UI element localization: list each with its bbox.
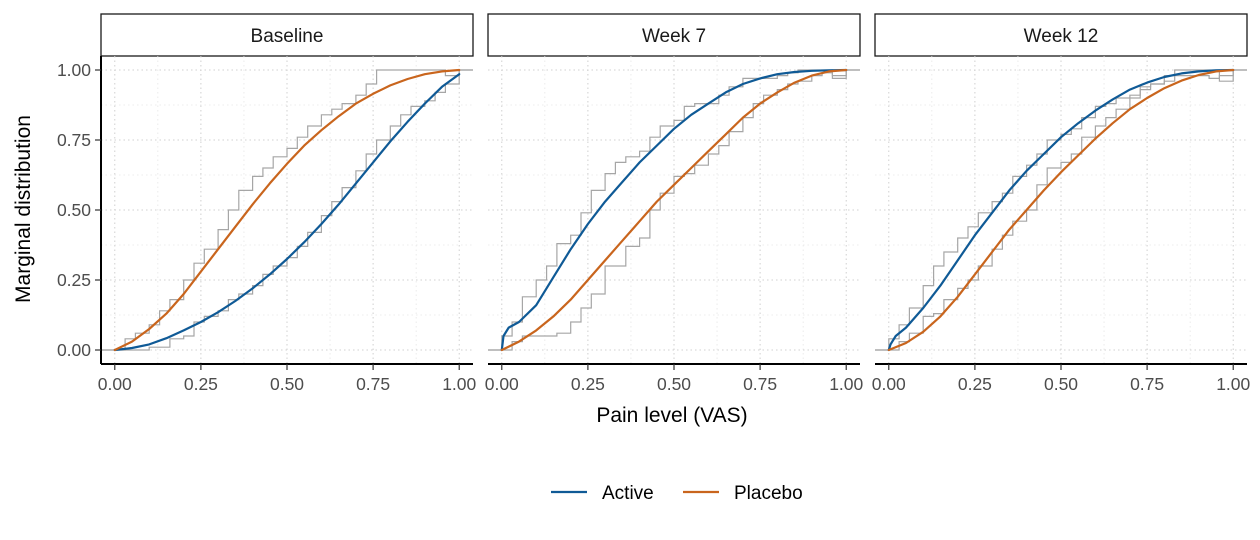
x-tick-label: 0.50 xyxy=(1044,374,1078,394)
facet-strip xyxy=(100,13,474,57)
x-tick-label: 0.00 xyxy=(485,374,519,394)
y-tick-label: 0.50 xyxy=(57,200,91,220)
x-tick-label: 0.50 xyxy=(270,374,304,394)
facet-strip xyxy=(874,13,1248,57)
empirical-step-line xyxy=(101,69,473,351)
facet-panel: Week 12 0.00 0.25 0.50 0.75 1.00 xyxy=(872,13,1251,394)
x-tick-label: 0.75 xyxy=(1130,374,1164,394)
x-tick-label: 0.00 xyxy=(98,374,132,394)
legend: Active Placebo xyxy=(551,483,803,504)
facet-panel: Week 7 0.00 0.25 0.50 0.75 1.00 xyxy=(485,13,864,394)
active-series-line xyxy=(887,68,1235,352)
placebo-series-line xyxy=(887,68,1235,352)
empirical-step-line xyxy=(101,69,473,351)
facet-strip-label: Week 12 xyxy=(1024,26,1099,47)
y-tick-label: 0.25 xyxy=(57,270,91,290)
placebo-series-line xyxy=(500,68,848,352)
empirical-step-line xyxy=(488,69,860,351)
x-tick-label: 0.25 xyxy=(958,374,992,394)
y-tick-label: 0.00 xyxy=(57,340,91,360)
placebo-series-line xyxy=(113,68,461,352)
facet-strip-label: Baseline xyxy=(251,26,324,47)
facet-panel: Baseline 0.00 0.25 0.50 0.75 1.00 0.00 0.25 0.50… xyxy=(57,13,477,394)
legend-item: Active xyxy=(551,483,654,504)
legend-label: Active xyxy=(602,483,654,504)
y-axis-title: Marginal distribution xyxy=(12,115,35,303)
x-tick-label: 1.00 xyxy=(829,374,863,394)
x-tick-label: 1.00 xyxy=(1216,374,1250,394)
legend-label: Placebo xyxy=(734,483,803,504)
empirical-step-line xyxy=(875,69,1247,351)
x-tick-label: 0.00 xyxy=(872,374,906,394)
x-axis-title: Pain level (VAS) xyxy=(596,404,747,427)
x-tick-label: 0.25 xyxy=(571,374,605,394)
x-tick-label: 0.75 xyxy=(743,374,777,394)
x-tick-label: 0.25 xyxy=(184,374,218,394)
facet-strip-label: Week 7 xyxy=(642,26,706,47)
x-tick-label: 1.00 xyxy=(442,374,476,394)
y-tick-label: 0.75 xyxy=(57,130,91,150)
y-tick-label: 1.00 xyxy=(57,60,91,80)
active-series-line xyxy=(113,73,461,352)
legend-item: Placebo xyxy=(683,483,803,504)
x-tick-label: 0.75 xyxy=(356,374,390,394)
active-series-line xyxy=(500,68,848,352)
x-tick-label: 0.50 xyxy=(657,374,691,394)
facet-panels: Baseline 0.00 0.25 0.50 0.75 1.00 0.00 0.25 0.50… xyxy=(57,13,1251,394)
